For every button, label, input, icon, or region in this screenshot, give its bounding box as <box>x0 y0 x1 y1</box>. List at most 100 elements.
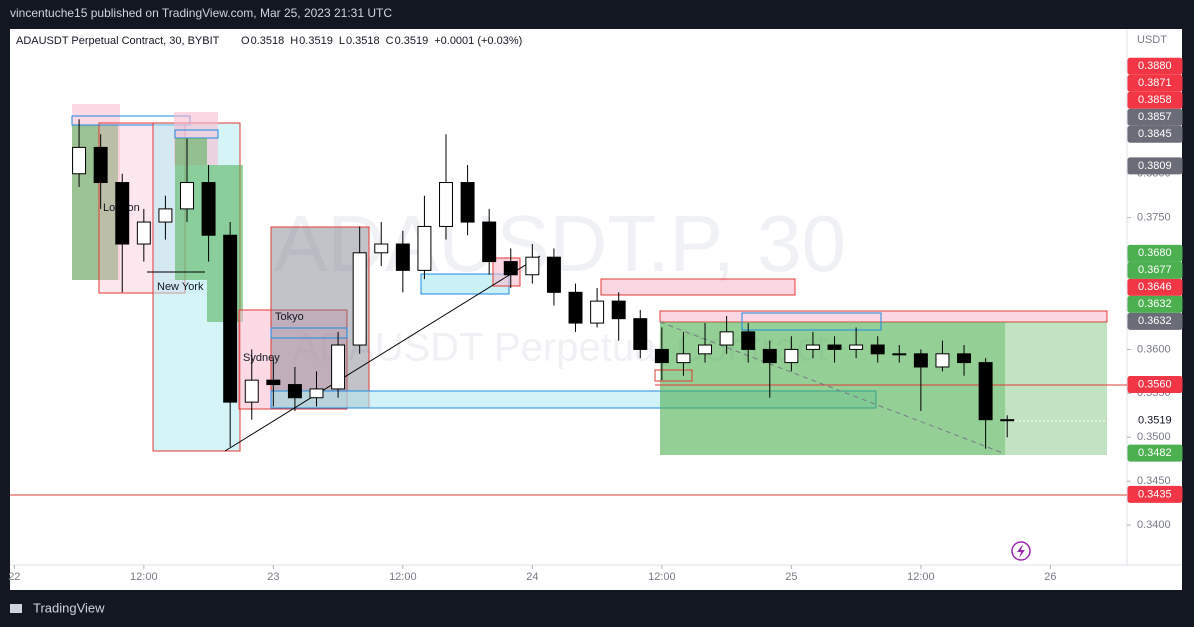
candle-body <box>1000 419 1015 422</box>
candle-body <box>158 208 173 223</box>
candle-body <box>805 344 820 350</box>
range-box <box>600 278 796 296</box>
price-badge-label: 0.3560 <box>1138 378 1172 390</box>
candle-body <box>180 182 194 210</box>
target-zone <box>660 322 1005 455</box>
ohlc-legend: O 0.3518 H 0.3519 L 0.3518 C 0.3519 +0.0001 (+0.… <box>241 35 522 47</box>
candle-body <box>115 182 130 245</box>
x-tick-label: 12:00 <box>648 571 676 583</box>
y-tick-label: 0.3450 <box>1137 475 1171 487</box>
range-box <box>654 369 693 382</box>
candle-body <box>676 353 691 364</box>
price-badge-label: 0.3519 <box>1138 414 1172 426</box>
price-badge <box>1127 485 1183 503</box>
price-badge-label: 0.3646 <box>1138 281 1172 293</box>
candle-body <box>935 353 950 368</box>
price-badge-label: 0.3871 <box>1138 77 1172 89</box>
candle-body <box>870 344 885 355</box>
price-badge-label: 0.3857 <box>1138 111 1172 123</box>
candle-body <box>266 379 281 386</box>
candle-body <box>654 348 669 364</box>
legend-change: +0.0001 (+0.03%) <box>434 35 522 47</box>
price-badge-label: 0.3858 <box>1138 94 1172 106</box>
candle-body <box>395 243 410 271</box>
candles <box>72 119 1015 449</box>
price-badge <box>1127 125 1183 143</box>
alert-icon-bolt <box>1017 544 1025 558</box>
axis-unit: USDT <box>1137 34 1167 46</box>
price-badge-label: 0.3809 <box>1138 160 1172 172</box>
candle-body <box>439 182 453 227</box>
candle-body <box>503 261 518 276</box>
candle-body <box>762 348 777 364</box>
candle-body <box>784 348 799 364</box>
symbol-title: ADAUSDT Perpetual Contract, 30, BYBIT <box>16 35 220 47</box>
candle-body <box>72 146 87 175</box>
price-badge <box>1127 295 1183 313</box>
price-badge <box>1127 74 1183 92</box>
candle-body <box>309 388 324 399</box>
candle-body <box>849 344 864 350</box>
price-badge-label: 0.3845 <box>1138 128 1172 140</box>
candle-body <box>331 344 346 390</box>
x-tick-label: 25 <box>785 571 797 583</box>
x-tick-label: 26 <box>1044 571 1056 583</box>
x-tick-label: 22 <box>8 571 20 583</box>
candle-body <box>93 146 108 184</box>
candle-body <box>417 225 432 271</box>
candle-body <box>719 331 734 346</box>
y-tick-label: 0.3750 <box>1137 212 1171 224</box>
legend-value: 0.3518 <box>346 35 380 47</box>
candle-body <box>525 256 540 276</box>
range-box <box>741 312 882 331</box>
price-badge-label: 0.3677 <box>1138 264 1172 276</box>
price-badge <box>1127 57 1183 75</box>
range-box <box>270 327 348 339</box>
trend-line <box>224 255 541 452</box>
legend-value: 0.3519 <box>299 35 333 47</box>
candle-body <box>223 234 238 403</box>
price-badge <box>1127 261 1183 279</box>
price-badge <box>1127 444 1183 462</box>
alert-icon[interactable] <box>1011 541 1031 561</box>
candle-body <box>698 344 712 355</box>
candle-body <box>741 331 756 350</box>
legend-key: O <box>241 35 250 47</box>
legend-key: L <box>339 35 345 47</box>
price-badge-label: 0.3680 <box>1138 247 1172 259</box>
candle-body <box>913 353 928 368</box>
candle-body <box>136 221 151 245</box>
candle-body <box>611 300 626 320</box>
price-badge-label: 0.3482 <box>1138 447 1172 459</box>
session-box <box>270 226 370 409</box>
x-tick-label: 12:00 <box>389 571 417 583</box>
legend-key: H <box>290 35 298 47</box>
price-badge-label: 0.3632 <box>1138 315 1172 327</box>
session-label: Sydney <box>243 352 280 364</box>
y-tick-label: 0.3500 <box>1137 431 1171 443</box>
publish-header: vincentuche15 published on TradingView.c… <box>10 6 392 20</box>
trend-line <box>659 321 1004 454</box>
price-badge <box>1128 412 1182 429</box>
candle-body <box>827 344 842 350</box>
session-label: Tokyo <box>275 311 304 323</box>
session-label: New York <box>157 281 204 293</box>
price-badge <box>1127 312 1183 330</box>
candle-body <box>633 318 648 350</box>
candle-body <box>957 353 972 364</box>
candle-body <box>482 221 497 263</box>
price-badge <box>1127 376 1183 394</box>
legend-key: C <box>386 35 394 47</box>
candle-body <box>244 379 259 403</box>
x-tick-label: 12:00 <box>130 571 158 583</box>
legend-value: 0.3519 <box>395 35 429 47</box>
price-badge <box>1127 108 1183 126</box>
price-badge <box>1127 244 1183 262</box>
price-badge <box>1127 278 1183 296</box>
candle-body <box>892 353 907 356</box>
price-badge <box>1127 91 1183 109</box>
x-tick-label: 23 <box>267 571 279 583</box>
legend-value: 0.3518 <box>251 35 285 47</box>
price-badge <box>1127 157 1183 175</box>
